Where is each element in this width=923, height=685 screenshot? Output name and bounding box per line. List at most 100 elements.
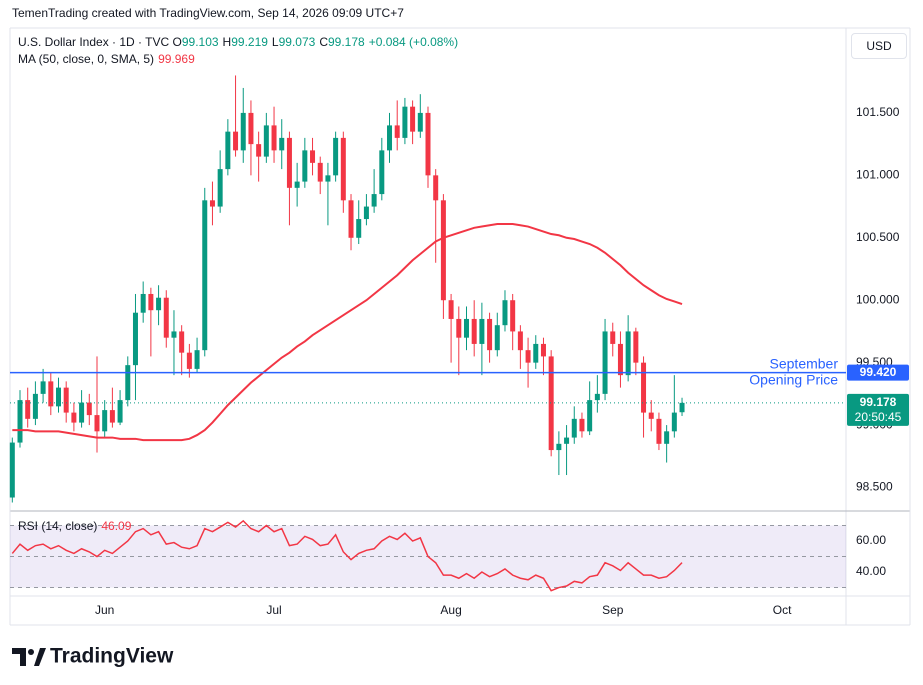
candle-body <box>132 312 138 366</box>
candle-body <box>117 400 123 423</box>
candle-body <box>109 410 115 423</box>
candle-body <box>633 331 639 363</box>
candle-body <box>263 125 269 157</box>
candle-body <box>140 293 146 313</box>
y-tick-label: 98.500 <box>856 480 893 494</box>
candle-body <box>610 331 616 344</box>
ohlc-value: 99.103 <box>181 35 219 49</box>
candle-body <box>533 343 539 363</box>
candle-body <box>517 331 523 351</box>
candle-body <box>417 112 423 132</box>
legend: U.S. Dollar Index · 1D · TVC O99.103 H99.… <box>18 35 462 49</box>
candle-body <box>510 300 516 332</box>
rsi-line <box>11 519 683 592</box>
candle-body <box>186 352 192 369</box>
ohlc-key: C <box>319 35 328 49</box>
candle-body <box>94 415 100 432</box>
x-tick-label: Jun <box>95 603 114 617</box>
candle-body <box>333 137 339 176</box>
rsi-tick-label: 40.00 <box>856 564 886 578</box>
candle-body <box>641 362 647 413</box>
candle-body <box>502 300 508 326</box>
candle-body <box>194 350 200 369</box>
candle-body <box>571 418 577 438</box>
candle-body <box>202 200 208 351</box>
reference-label: 99.420 <box>860 365 897 379</box>
candle-body <box>317 162 323 182</box>
candle-body <box>156 297 162 311</box>
candle-body <box>494 325 500 351</box>
candle-body <box>402 106 408 138</box>
candle-body <box>664 431 670 444</box>
ma-name: MA (50, close, 0, SMA, 5) <box>18 52 155 66</box>
candle-body <box>248 112 254 145</box>
ohlc-value: 99.073 <box>278 35 316 49</box>
x-tick-label: Jul <box>266 603 281 617</box>
candle-body <box>40 381 46 394</box>
candle-body <box>325 175 331 182</box>
candle-body <box>379 150 385 195</box>
candle-body <box>9 442 15 498</box>
candle-body <box>55 387 61 407</box>
candle-body <box>348 200 354 238</box>
candle-body <box>625 331 631 376</box>
y-tick-label: 101.500 <box>856 105 900 119</box>
candle-body <box>448 300 454 319</box>
candle-body <box>240 112 246 151</box>
last-price-box <box>847 393 909 426</box>
y-tick-label: 100.000 <box>856 292 900 306</box>
candle-body <box>294 181 300 188</box>
candle-body <box>594 393 600 401</box>
candle-body <box>171 331 177 338</box>
x-tick-label: Aug <box>440 603 461 617</box>
candle-body <box>179 331 185 353</box>
candle-body <box>225 131 231 170</box>
candle-body <box>479 318 485 344</box>
candle-body <box>279 137 285 151</box>
candle-body <box>363 206 369 220</box>
candle-body <box>656 418 662 444</box>
candle-body <box>233 131 239 151</box>
candle-body <box>548 356 554 451</box>
candle-body <box>648 412 654 419</box>
candle-body <box>371 194 377 207</box>
rsi-name: RSI (14, close) <box>18 519 98 533</box>
candle-body <box>63 387 69 413</box>
x-tick-label: Oct <box>773 603 792 617</box>
currency-button[interactable]: USD <box>851 33 907 59</box>
rsi-value: 46.09 <box>101 519 132 533</box>
candle-body <box>148 293 154 311</box>
y-tick-label: 101.000 <box>856 168 900 182</box>
ohlc-key: O <box>172 35 182 49</box>
candle-body <box>679 402 685 413</box>
candle-body <box>32 393 38 419</box>
candle-body <box>163 297 169 338</box>
candle-body <box>556 443 562 451</box>
ma-value: 99.969 <box>158 52 195 66</box>
change: +0.084 (+0.08%) <box>368 35 459 49</box>
candle-body <box>209 200 215 207</box>
y-tick-label: 100.500 <box>856 230 900 244</box>
candle-body <box>17 400 23 443</box>
candle-body <box>617 343 623 376</box>
reference-label-box <box>847 364 909 381</box>
candle-body <box>340 137 346 201</box>
countdown: 20:50:45 <box>855 410 902 424</box>
candle-body <box>394 125 400 138</box>
candle-body <box>286 137 292 188</box>
candle-body <box>356 219 362 238</box>
candle-body <box>587 400 593 432</box>
candle-body <box>25 400 31 419</box>
rsi-legend: RSI (14, close) 46.09 <box>18 519 131 533</box>
rsi-tick-label: 60.00 <box>856 533 886 547</box>
candle-body <box>217 169 223 207</box>
candle-body <box>79 402 85 423</box>
x-tick-label: Sep <box>602 603 624 617</box>
candle-body <box>410 106 416 132</box>
ohlc-value: 99.219 <box>231 35 268 49</box>
candle-body <box>425 112 431 176</box>
candle-body <box>671 412 677 432</box>
candle-body <box>602 331 608 394</box>
